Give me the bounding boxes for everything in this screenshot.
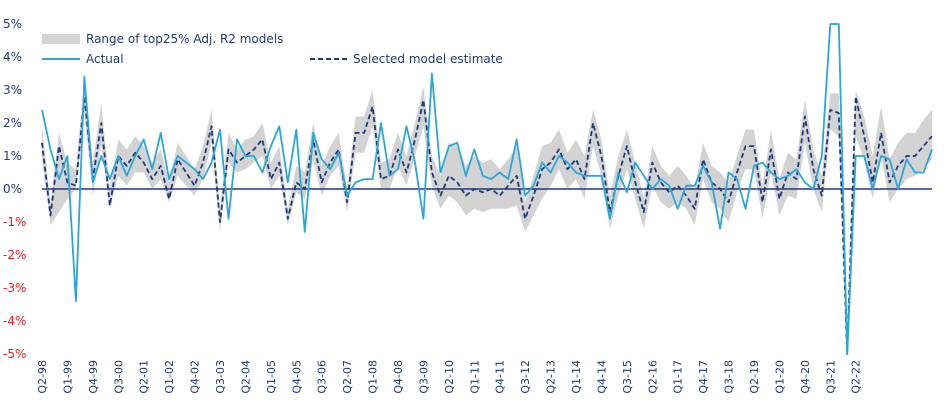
range-band-layer — [42, 80, 932, 354]
y-axis: 5% 4% 3% 2% 1% 0% -1% -2% -3% -4% -5% — [3, 17, 26, 361]
range-band — [42, 80, 932, 354]
x-tick-label: Q2-01 — [138, 360, 151, 394]
x-tick-label: Q2-13 — [545, 360, 558, 394]
x-tick-label: Q2-16 — [646, 360, 659, 394]
x-tick-label: Q1-11 — [468, 360, 481, 394]
y-tick-label: 0% — [3, 182, 22, 196]
estimate-line — [41, 95, 933, 355]
x-tick-label: Q3-00 — [112, 360, 125, 394]
y-tick-label: 5% — [3, 17, 22, 31]
x-tick-label: Q3-03 — [214, 360, 227, 394]
x-tick-label: Q4-17 — [697, 360, 710, 394]
x-tick-label: Q4-05 — [290, 360, 303, 394]
y-tick-label: -3% — [3, 281, 26, 295]
x-tick-label: Q2-98 — [36, 360, 49, 394]
y-tick-label: -2% — [3, 248, 26, 262]
x-tick-label: Q1-20 — [773, 360, 786, 394]
y-tick-label: -5% — [3, 347, 26, 361]
x-tick-label: Q3-18 — [723, 360, 736, 394]
y-tick-label: 2% — [3, 116, 22, 130]
x-tick-label: Q4-99 — [87, 360, 100, 394]
legend-label-range: Range of top25% Adj. R2 models — [86, 32, 283, 46]
legend-label-estimate: Selected model estimate — [353, 52, 503, 66]
x-tick-label: Q4-14 — [595, 360, 608, 394]
x-tick-label: Q1-05 — [265, 360, 278, 394]
x-tick-label: Q2-19 — [748, 360, 761, 394]
x-tick-label: Q1-17 — [672, 360, 685, 394]
y-tick-label: 3% — [3, 83, 22, 97]
x-tick-label: Q4-08 — [392, 360, 405, 394]
x-tick-label: Q1-99 — [61, 360, 74, 394]
x-tick-label: Q1-02 — [163, 360, 176, 394]
x-tick-label: Q3-12 — [519, 360, 532, 394]
y-tick-label: -4% — [3, 314, 26, 328]
x-tick-label: Q3-09 — [417, 360, 430, 394]
estimate-series-layer — [41, 95, 933, 355]
x-tick-label: Q2-07 — [341, 360, 354, 394]
x-tick-label: Q2-04 — [239, 360, 252, 394]
legend-swatch-range — [42, 34, 80, 44]
x-tick-label: Q4-11 — [494, 360, 507, 394]
y-tick-label: 4% — [3, 50, 22, 64]
actual-line — [41, 23, 933, 355]
y-tick-label: 1% — [3, 149, 22, 163]
x-tick-label: Q2-10 — [443, 360, 456, 394]
x-tick-label: Q3-21 — [824, 360, 837, 394]
actual-series-layer — [41, 23, 933, 355]
x-tick-label: Q4-20 — [799, 360, 812, 394]
x-tick-label: Q1-08 — [367, 360, 380, 394]
x-tick-label: Q2-22 — [850, 360, 863, 394]
y-tick-label: -1% — [3, 215, 26, 229]
x-axis: Q2-98 Q1-99 Q4-99 Q3-00 Q2-01 Q1-02 Q4-02 Q3-03… — [36, 360, 863, 394]
x-tick-label: Q3-06 — [316, 360, 329, 394]
x-tick-label: Q4-02 — [189, 360, 202, 394]
x-tick-label: Q3-15 — [621, 360, 634, 394]
x-tick-label: Q1-14 — [570, 360, 583, 394]
legend-label-actual: Actual — [86, 52, 124, 66]
legend: Range of top25% Adj. R2 models Actual Se… — [42, 32, 503, 66]
